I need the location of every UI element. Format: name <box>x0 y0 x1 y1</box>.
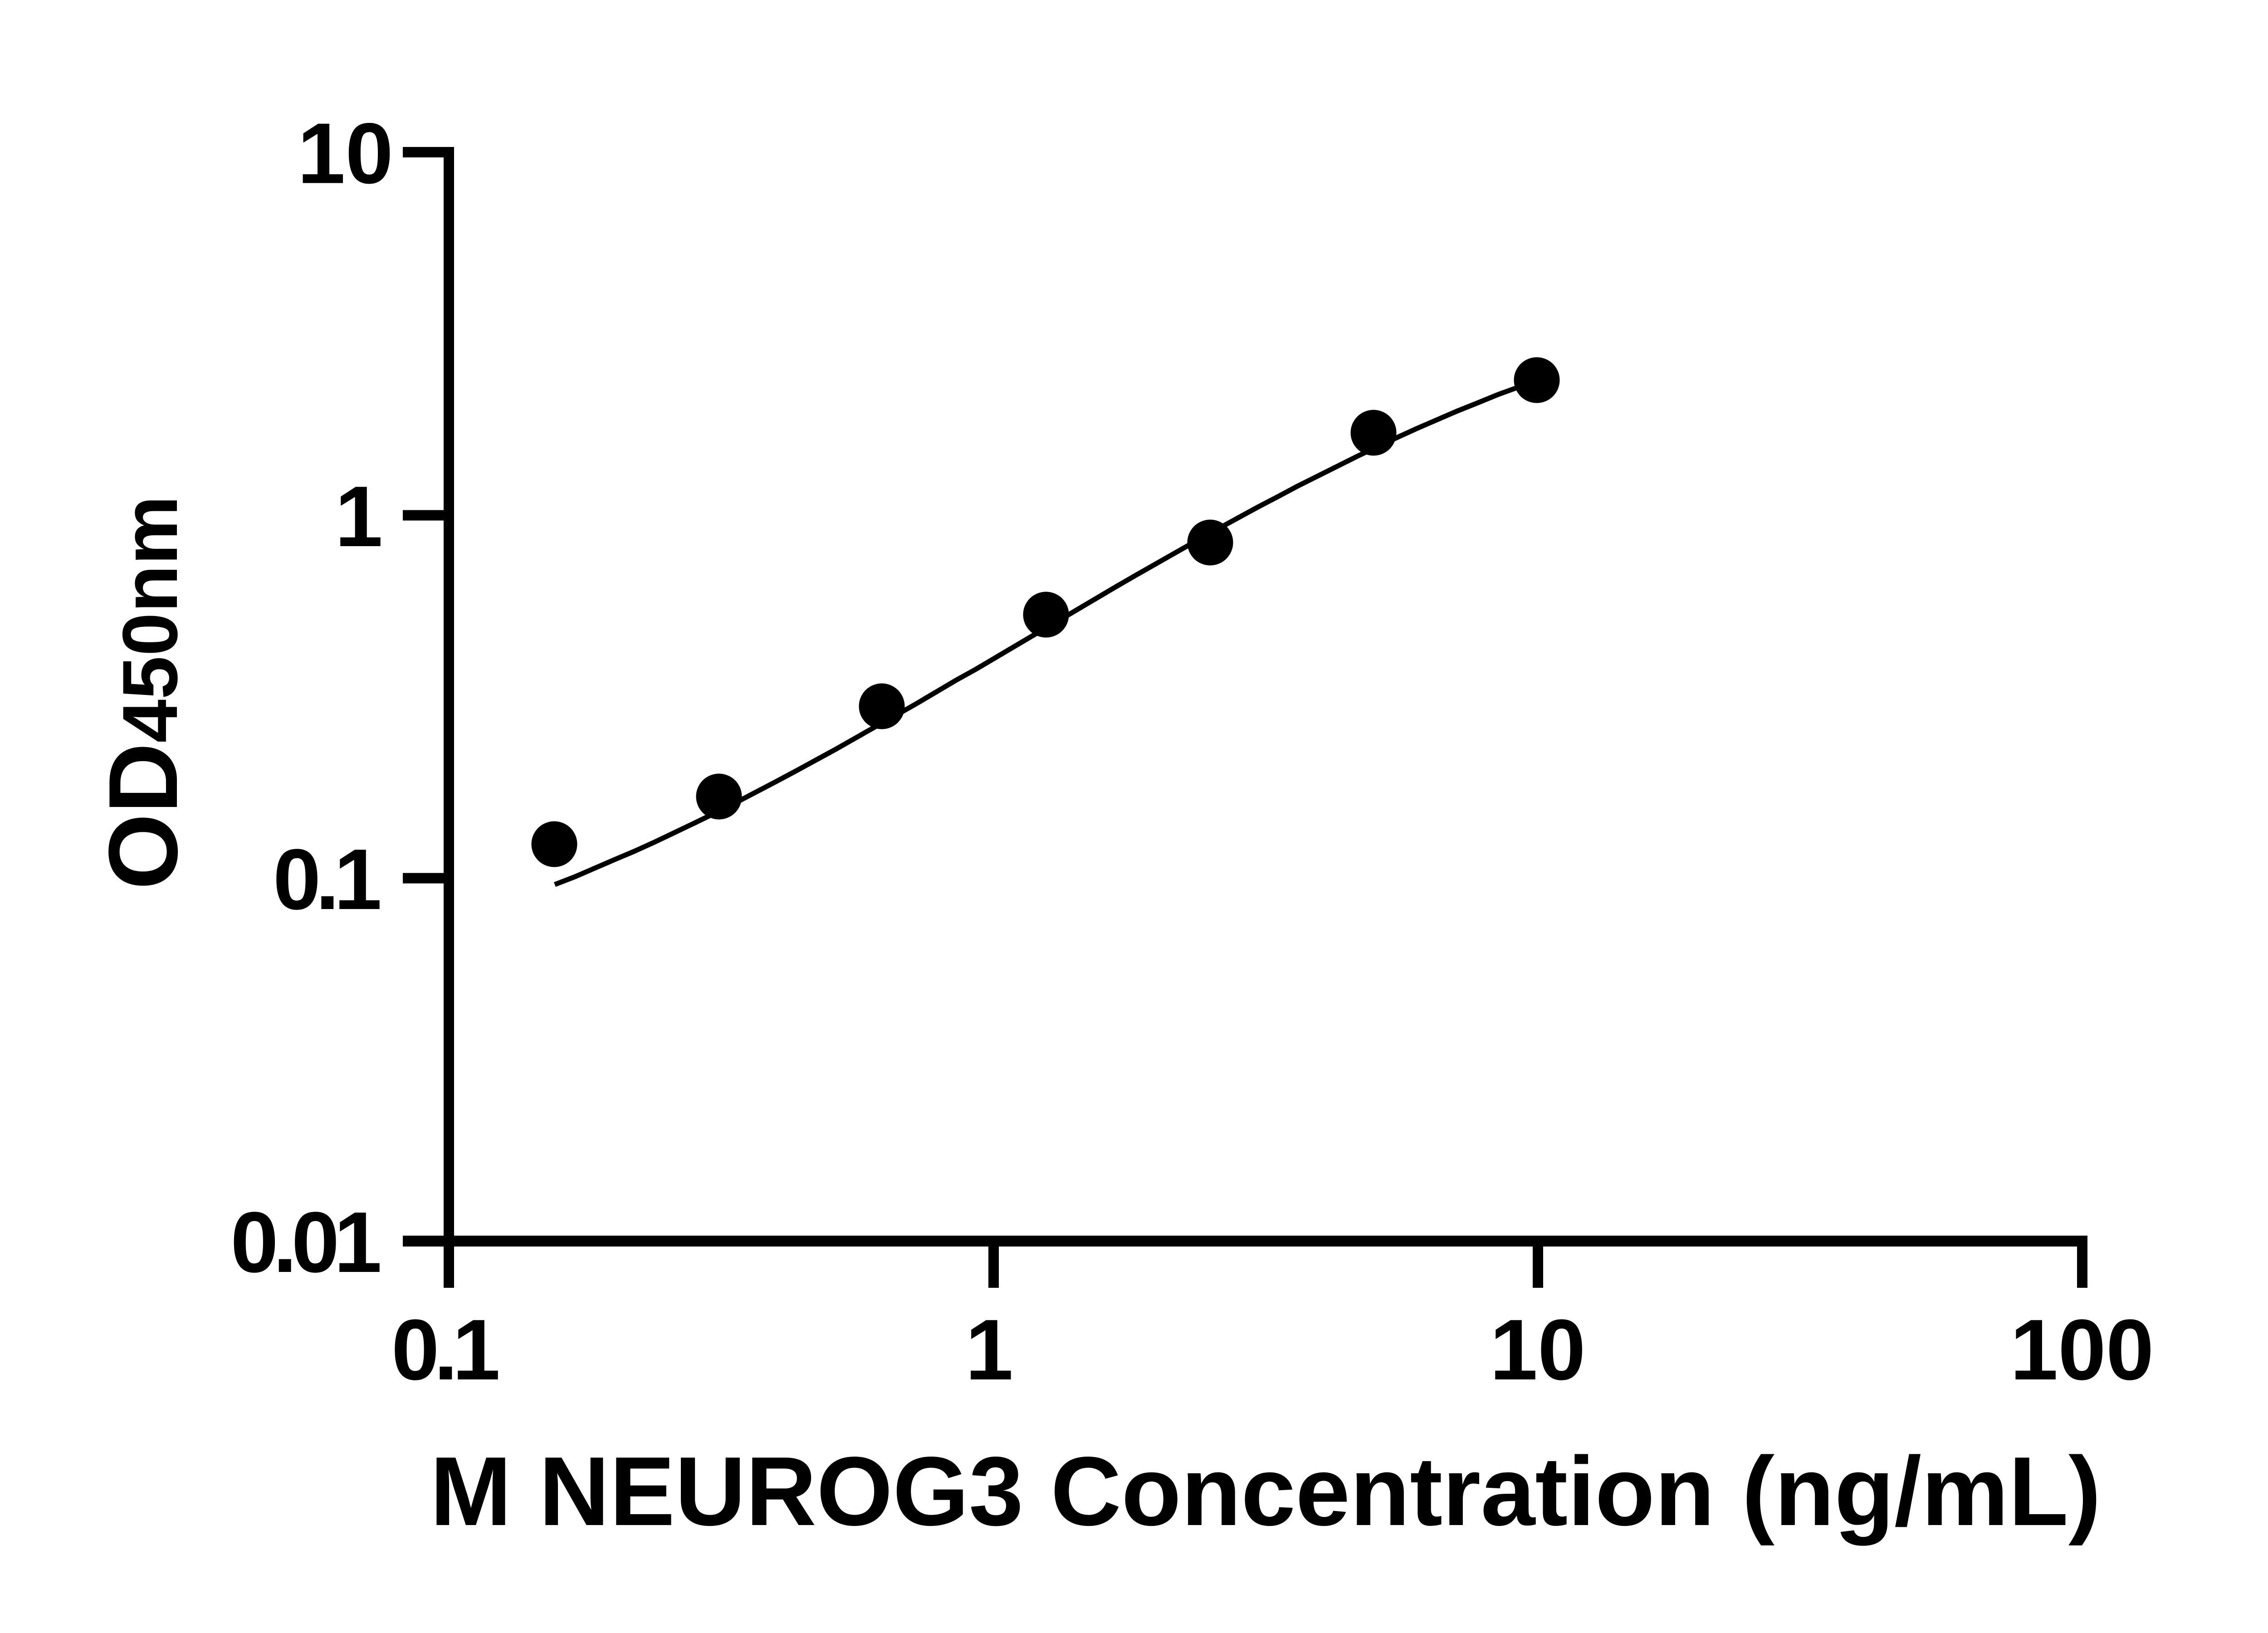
svg-text:0.1: 0.1 <box>273 831 380 928</box>
svg-text:OD450nm: OD450nm <box>88 496 198 890</box>
svg-text:M NEUROG3 Concentration (ng/mL: M NEUROG3 Concentration (ng/mL) <box>430 1436 2101 1546</box>
svg-text:1: 1 <box>965 1302 1013 1398</box>
svg-text:0.01: 0.01 <box>230 1194 380 1291</box>
svg-text:0.1: 0.1 <box>391 1302 498 1398</box>
svg-text:10: 10 <box>298 106 393 202</box>
svg-text:1: 1 <box>335 469 383 565</box>
svg-text:100: 100 <box>2010 1302 2154 1398</box>
svg-text:10: 10 <box>1490 1302 1585 1398</box>
